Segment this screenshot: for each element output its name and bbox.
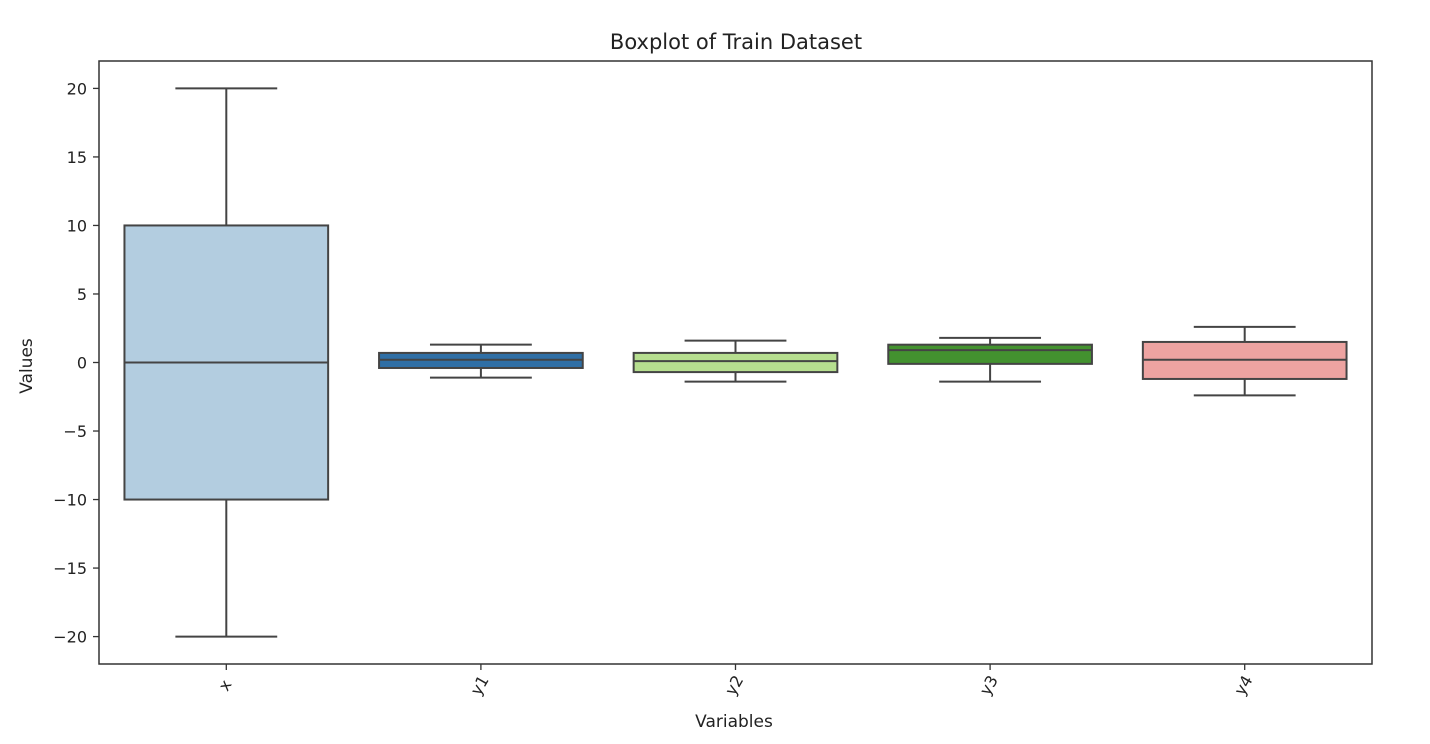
y-tick-label: 15 [67,148,87,167]
box-y3 [887,336,1093,383]
y-tick-label: 20 [67,79,87,98]
x-axis-title: Variables [695,712,773,732]
y-tick-label: −5 [63,422,87,441]
box-iqr [632,351,839,374]
x-tick-label: x [214,676,235,694]
y-tick-label: 0 [77,354,87,373]
y-tick-label: 5 [77,285,87,304]
plot-frame [98,60,1373,665]
x-tick-label: y4 [1230,672,1256,699]
x-tick-label: y1 [466,672,492,699]
y-tick-label: −20 [53,628,87,647]
y-tick-label: −10 [53,491,87,510]
y-tick-label: −15 [53,559,87,578]
x-tick-label: y3 [976,672,1002,699]
y-tick-label: 10 [67,216,87,235]
box-x [123,87,330,638]
box-y4 [1141,325,1348,397]
box-y2 [632,339,839,383]
chart-title: Boxplot of Train Dataset [610,30,862,54]
y-axis-title: Values [17,338,37,394]
x-tick-label: y2 [721,672,747,699]
box-iqr [887,343,1093,365]
plot-area [93,87,1348,670]
box-y1 [378,343,584,379]
